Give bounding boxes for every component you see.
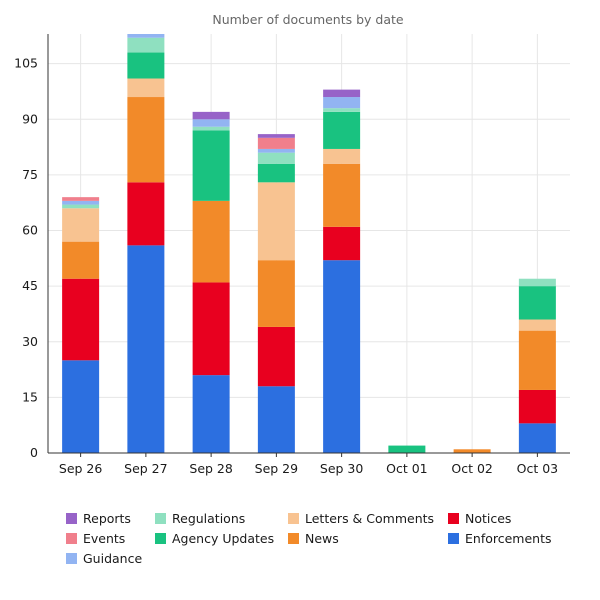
legend-label: Agency Updates (172, 531, 275, 546)
x-tick-label: Oct 03 (517, 461, 559, 476)
bar-segment[interactable]: Enforcements · Sep 26: 25 (62, 360, 100, 453)
bar-segment[interactable]: News · Oct 03: 16 (518, 330, 556, 390)
bar-segment[interactable]: Guidance · Sep 30: 3 (323, 97, 361, 109)
legend-swatch (66, 553, 77, 564)
bar-segment[interactable]: Reports · Sep 28: 2 (192, 111, 230, 120)
bar-segment[interactable]: Enforcements · Oct 03: 8 (518, 423, 556, 453)
bar-segment[interactable]: Guidance · Sep 28: 2 (192, 119, 230, 127)
grid-layer (48, 34, 570, 453)
legend-label: Enforcements (465, 531, 552, 546)
y-tick-label: 15 (22, 389, 38, 404)
legend-label: Regulations (172, 511, 246, 526)
x-tick-label: Sep 28 (189, 461, 232, 476)
bar-segment[interactable]: Agency Updates · Sep 28: 19 (192, 130, 230, 201)
bar-segment[interactable]: Enforcements · Sep 27: 56 (127, 245, 165, 453)
y-tick-label: 90 (22, 111, 38, 126)
bar-segment[interactable]: Reports · Sep 30: 2 (323, 89, 361, 98)
legend-swatch (448, 533, 459, 544)
bar-segment[interactable]: Letters & Comments · Sep 30: 4 (323, 148, 361, 164)
y-tick-label: 30 (22, 334, 38, 349)
legend-item[interactable]: Agency Updates (155, 531, 274, 546)
bar-segment[interactable]: Notices · Sep 30: 9 (323, 226, 361, 261)
legend-item[interactable]: Letters & Comments (288, 511, 434, 526)
bar-segment[interactable]: Letters & Comments · Sep 26: 9 (62, 208, 100, 242)
bar-segment[interactable]: News · Sep 29: 18 (257, 260, 295, 327)
bar-segment[interactable]: News · Oct 02: 1 (453, 449, 491, 453)
bar-segment[interactable]: News · Sep 28: 22 (192, 200, 230, 283)
bar-segment[interactable]: Notices · Sep 26: 22 (62, 278, 100, 361)
bar-segment[interactable]: Enforcements · Sep 28: 21 (192, 375, 230, 453)
legend-item[interactable]: Notices (448, 511, 511, 526)
y-tick-label: 105 (14, 56, 38, 71)
bar-segment[interactable]: News · Sep 26: 10 (62, 241, 100, 279)
x-tick-label: Oct 01 (386, 461, 428, 476)
bar-segment[interactable]: News · Sep 27: 23 (127, 97, 165, 183)
legend-swatch (155, 513, 166, 524)
chart-title: Number of documents by date (212, 12, 404, 27)
x-tick-label: Sep 26 (59, 461, 102, 476)
bar-segment[interactable]: Notices · Oct 03: 9 (518, 389, 556, 424)
legend-swatch (448, 513, 459, 524)
axes-layer (47, 34, 570, 457)
legend-label: News (305, 531, 339, 546)
bar-segment[interactable]: Agency Updates · Oct 01: 2 (388, 445, 426, 453)
bar-segment[interactable]: Regulations · Sep 27: 4 (127, 37, 165, 53)
bar-segment[interactable]: Regulations · Sep 29: 3 (257, 152, 295, 164)
bar-segment[interactable]: Regulations · Sep 28: 1 (192, 126, 230, 131)
labels-layer: 0 15 30 45 60 75 90 105 Sep 26 Sep 27 Sep 28 Sep 29… (14, 56, 558, 476)
bar-segment[interactable]: Regulations · Sep 26: 1 (62, 204, 100, 209)
bars-layer: Enforcements · Sep 26: 25Notices · Sep 2… (62, 34, 556, 453)
legend-item[interactable]: Guidance (66, 551, 142, 566)
x-tick-label: Sep 30 (320, 461, 363, 476)
bar-segment[interactable]: Enforcements · Sep 30: 52 (323, 260, 361, 453)
y-tick-label: 45 (22, 278, 38, 293)
bar-segment[interactable]: Agency Updates · Sep 30: 10 (323, 111, 361, 149)
bar-segment[interactable]: Events · Sep 26: 1 (62, 197, 100, 201)
legend-label: Guidance (83, 551, 143, 566)
legend-item[interactable]: Enforcements (448, 531, 552, 546)
bar-segment[interactable]: Letters & Comments · Sep 29: 21 (257, 182, 295, 261)
legend-item[interactable]: News (288, 531, 339, 546)
bar-segment[interactable]: Regulations · Oct 03: 2 (518, 278, 556, 287)
legend-swatch (66, 533, 77, 544)
bar-segment[interactable]: Regulations · Sep 30: 1 (323, 108, 361, 112)
x-tick-label: Sep 29 (255, 461, 298, 476)
y-tick-label: 60 (22, 223, 38, 238)
legend-label: Events (83, 531, 126, 546)
bar-segment[interactable]: Enforcements · Sep 29: 18 (257, 386, 295, 453)
x-tick-label: Oct 02 (451, 461, 493, 476)
bar-segment[interactable]: Events · Sep 29: 3 (257, 137, 295, 149)
legend-item[interactable]: Regulations (155, 511, 245, 526)
legend-item[interactable]: Events (66, 531, 125, 546)
y-tick-label: 0 (30, 445, 38, 460)
bar-segment[interactable]: Agency Updates · Sep 27: 7 (127, 52, 165, 79)
bar-segment[interactable]: Notices · Sep 29: 16 (257, 326, 295, 387)
bar-segment[interactable]: Notices · Sep 28: 25 (192, 282, 230, 376)
x-tick-label: Sep 27 (124, 461, 167, 476)
bar-segment[interactable]: Agency Updates · Sep 29: 5 (257, 163, 295, 183)
bar-segment[interactable]: Letters & Comments · Oct 03: 3 (518, 319, 556, 331)
legend-label: Letters & Comments (305, 511, 435, 526)
legend-swatch (155, 533, 166, 544)
bar-segment[interactable]: Letters & Comments · Sep 27: 5 (127, 78, 165, 98)
legend-label: Reports (83, 511, 131, 526)
bar-segment[interactable]: Guidance · Sep 29: 1 (257, 148, 295, 153)
bar-segment[interactable]: Guidance · Sep 26: 1 (62, 200, 100, 205)
bar-segment[interactable]: Guidance · Sep 27: 1 (127, 34, 165, 38)
legend-swatch (288, 513, 299, 524)
bar-segment[interactable]: Reports · Sep 29: 1 (257, 134, 295, 138)
legend-item[interactable]: Reports (66, 511, 131, 526)
legend-swatch (66, 513, 77, 524)
y-tick-label: 75 (22, 167, 38, 182)
legend-swatch (288, 533, 299, 544)
bar-segment[interactable]: News · Sep 30: 17 (323, 163, 361, 227)
bar-segment[interactable]: Agency Updates · Oct 03: 9 (518, 286, 556, 320)
bar-segment[interactable]: Notices · Sep 27: 17 (127, 182, 165, 246)
legend-label: Notices (465, 511, 512, 526)
